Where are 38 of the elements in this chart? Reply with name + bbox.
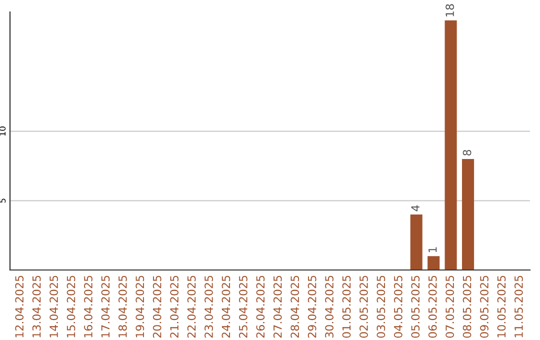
x-tick-label: 01.05.2025: [342, 276, 351, 338]
x-tick-label: 16.04.2025: [84, 276, 92, 338]
x-tick-label: 30.04.2025: [325, 276, 334, 338]
x-tick-label: 25.04.2025: [238, 276, 248, 338]
x-tick-label: 06.05.2025: [428, 276, 437, 338]
x-tick-label: 13.04.2025: [32, 276, 41, 338]
x-tick-label: 24.04.2025: [222, 276, 230, 338]
data-label: 8: [462, 150, 472, 156]
x-tick-label: 14.04.2025: [50, 276, 58, 338]
bar: [410, 214, 422, 270]
x-tick-label: 04.05.2025: [394, 276, 402, 338]
x-tick-label: 22.04.2025: [187, 276, 196, 338]
x-tick-label: 09.05.2025: [480, 276, 488, 338]
x-tick-label: 23.04.2025: [204, 276, 213, 338]
x-tick-label: 20.04.2025: [152, 276, 162, 338]
x-tick-label: 10.05.2025: [497, 276, 506, 338]
x-tick-label: 07.05.2025: [446, 276, 454, 338]
bar: [444, 20, 457, 270]
x-tick-label: 15.04.2025: [66, 276, 76, 338]
x-tick-label: 18.04.2025: [118, 276, 127, 338]
x-tick-label: 19.04.2025: [136, 276, 144, 338]
data-label: 1: [428, 247, 437, 252]
x-tick-label: 21.04.2025: [170, 276, 179, 338]
x-tick-label: 26.04.2025: [256, 276, 265, 338]
x-tick-label: 05.05.2025: [411, 276, 420, 338]
x-tick-label: 12.04.2025: [15, 276, 24, 338]
bar: [462, 159, 474, 270]
x-tick-label: 08.05.2025: [462, 276, 472, 338]
x-tick-label: 02.05.2025: [360, 276, 368, 338]
x-tick-label: 17.04.2025: [101, 276, 110, 338]
bar: [428, 256, 440, 270]
x-tick-label: 11.05.2025: [514, 276, 523, 338]
x-tick-label: 29.04.2025: [308, 276, 316, 338]
x-tick-label: 28.04.2025: [290, 276, 300, 338]
x-tick-label: 03.05.2025: [376, 276, 386, 338]
x-tick-label: 27.04.2025: [273, 276, 282, 338]
data-label: 18: [446, 4, 454, 16]
data-label: 4: [411, 205, 420, 212]
